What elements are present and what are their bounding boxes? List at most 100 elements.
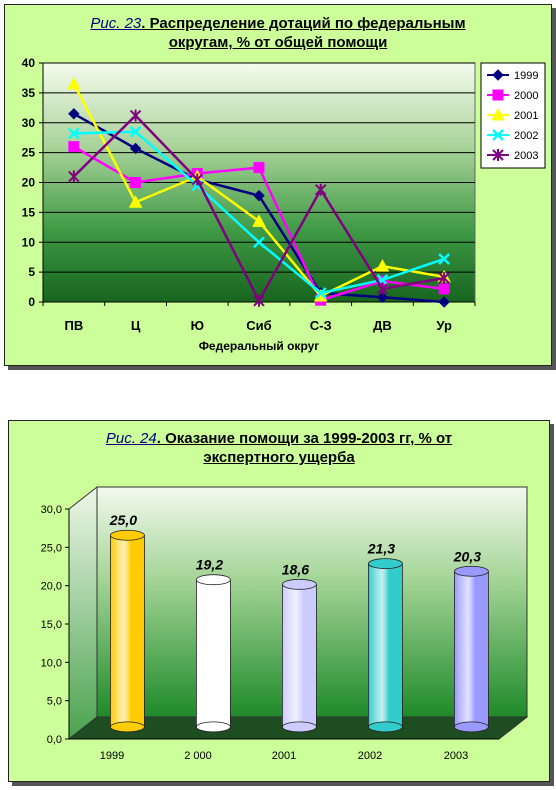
data-point (128, 195, 143, 208)
bar-base (453, 721, 489, 733)
bar-shade (110, 535, 145, 727)
chart-panel-fig24: Рис. 24. Оказание помощи за 1999-2003 гг… (8, 420, 550, 782)
bar-base (367, 721, 403, 733)
data-label: 20,3 (453, 548, 481, 564)
x-tick-label: ДВ (373, 318, 392, 333)
data-point (438, 296, 450, 308)
data-point (314, 287, 327, 299)
data-point (376, 291, 389, 303)
x-tick-label: 1999 (100, 750, 124, 762)
y-tick-label: 25,0 (41, 542, 62, 554)
bar-2 000 (195, 574, 231, 733)
bar-shade (454, 571, 489, 727)
data-point (129, 109, 142, 122)
data-point (253, 162, 265, 174)
series-2003 (68, 109, 450, 307)
data-point (438, 283, 450, 295)
bar-2001 (281, 578, 317, 733)
y-tick-label: 30 (22, 116, 36, 130)
bar-top (195, 574, 231, 586)
series-2002 (67, 125, 451, 299)
x-tick-label: Сиб (246, 318, 271, 333)
y-tick-label: 0,0 (47, 734, 62, 746)
bar-chart-svg: 0,0 5,0 10,0 15,0 20,0 25,0 30,0 25,0 1999 19,2 2 … (41, 485, 529, 762)
x-tick-label: Ц (131, 318, 141, 333)
bar-shade (196, 579, 231, 727)
legend-item: 2000 (487, 89, 538, 102)
bar-top (281, 578, 317, 590)
data-point (253, 294, 265, 307)
chart-title-line1: Рис. 23. Распределение дотаций по федера… (5, 14, 551, 33)
data-point (129, 125, 142, 138)
bar-top (110, 529, 145, 541)
bar-base (110, 721, 145, 733)
line-chart-svg: 0 5 10 15 20 25 30 35 40 ПВ Ц Ю Сиб С-З ДВ Ур Федеральны… (22, 56, 546, 353)
data-point (130, 177, 142, 188)
chart-title-fig24: Рис. 24. Оказание помощи за 1999-2003 гг… (9, 429, 549, 467)
figure-number: Рис. 24 (105, 430, 157, 447)
y-tick-label: 10 (22, 235, 36, 249)
title-text-2: экспертного ущерба (203, 449, 355, 466)
title-text-1: . Оказание помощи за 1999-2003 гг, % от (156, 430, 453, 447)
x-axis-label: Федеральный округ (199, 339, 320, 353)
figure-number: Рис. 23 (90, 15, 142, 32)
x-tick-label: Ю (191, 318, 204, 333)
data-point (491, 107, 505, 121)
data-point (68, 141, 80, 153)
data-point (438, 272, 450, 285)
bar-shade (282, 584, 317, 727)
data-point (492, 69, 504, 81)
data-point (67, 76, 81, 90)
legend-label: 2002 (514, 130, 538, 142)
bar-top (453, 565, 489, 577)
data-label: 25,0 (109, 512, 137, 528)
bar-base (281, 721, 317, 733)
data-point (191, 173, 203, 186)
y-tick-label: 15 (22, 205, 36, 219)
data-point (492, 129, 504, 141)
chart-title-fig23: Рис. 23. Распределение дотаций по федера… (5, 14, 551, 52)
data-point (129, 142, 142, 155)
data-point (67, 127, 80, 140)
x-tick-label: 2 000 (184, 750, 212, 762)
x-tick-label: ПВ (64, 318, 83, 333)
data-label: 19,2 (196, 557, 223, 573)
data-point (253, 236, 265, 249)
data-point (68, 108, 80, 120)
bar-2002 (367, 558, 403, 733)
data-label: 18,6 (282, 561, 309, 577)
data-point (253, 189, 265, 202)
data-point (438, 253, 451, 265)
bar-top (367, 558, 403, 570)
y-tick-label: 25 (22, 146, 36, 160)
y-tick-label: 30,0 (41, 504, 62, 516)
x-tick-label: С-З (310, 318, 332, 333)
legend-label: 1999 (514, 70, 538, 82)
legend-item: 1999 (487, 69, 538, 82)
data-point (252, 214, 266, 227)
legend: 1999 2000 2001 2002 2003 (480, 62, 546, 169)
bar-shade (368, 563, 403, 727)
chart-title-line1: Рис. 24. Оказание помощи за 1999-2003 гг… (9, 429, 549, 448)
y-tick-label: 40 (22, 56, 36, 70)
x-tick-label: 2003 (444, 750, 468, 762)
legend-item: 2003 (487, 149, 538, 162)
y-tick-label: 20,0 (41, 581, 62, 593)
data-point (315, 183, 327, 196)
legend-label: 2003 (514, 150, 538, 162)
y-tick-label: 5 (28, 265, 35, 279)
y-tick-label: 5,0 (47, 696, 62, 708)
legend-label: 2000 (514, 90, 538, 102)
side-wall (68, 485, 98, 741)
y-tick-label: 0 (28, 295, 35, 309)
legend-label: 2001 (514, 110, 538, 122)
y-tick-label: 20 (22, 176, 36, 190)
data-point (492, 89, 504, 101)
data-point (376, 282, 389, 295)
data-label: 21,3 (367, 541, 395, 557)
title-text-2: округам, % от общей помощи (168, 34, 388, 51)
y-tick-label: 35 (22, 86, 36, 100)
x-tick-label: 2002 (358, 750, 382, 762)
bar-2003 (453, 565, 489, 733)
bar-1999 (110, 529, 145, 733)
